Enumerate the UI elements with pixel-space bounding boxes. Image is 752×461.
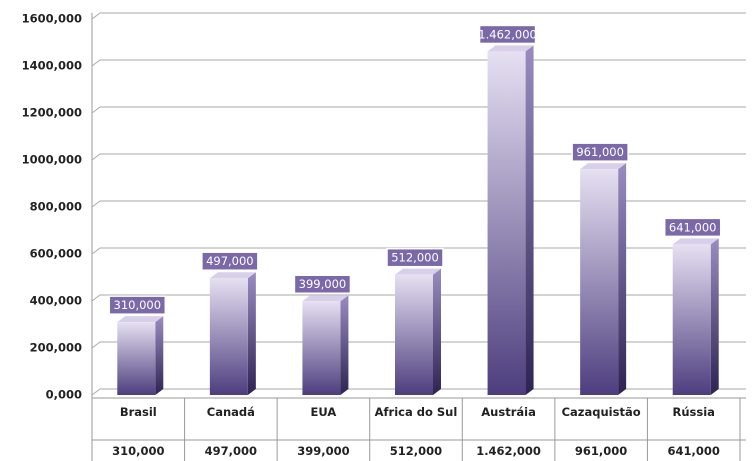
bar-front xyxy=(117,322,156,395)
y-tick-label: 400,000 xyxy=(30,294,82,308)
y-tick-label: 200,000 xyxy=(30,341,82,355)
bar-side xyxy=(155,316,164,395)
bar-side xyxy=(247,272,256,395)
bar-top xyxy=(395,268,441,275)
bar-front xyxy=(302,301,341,395)
bar-top xyxy=(117,316,164,323)
bar-side xyxy=(340,295,349,395)
data-label: 961,000 xyxy=(576,145,624,159)
table-cell: 512,000 xyxy=(389,444,443,458)
data-label-box xyxy=(386,247,444,268)
table-cell: 399,000 xyxy=(297,444,350,458)
bar-top xyxy=(302,295,349,302)
bar xyxy=(302,295,349,395)
table-cell: Africa do Sul xyxy=(374,405,458,419)
table-cell: Brasil xyxy=(119,405,157,419)
bar-front xyxy=(209,278,248,395)
table-cell: Austráia xyxy=(481,405,536,419)
bar-top xyxy=(580,163,627,170)
data-label: 310,000 xyxy=(114,298,162,312)
data-label: 399,000 xyxy=(299,277,347,291)
data-label-box xyxy=(663,217,722,238)
grid-line xyxy=(91,12,746,20)
bar xyxy=(395,268,441,395)
table-cell: 310,000 xyxy=(112,444,165,458)
table-cell: Canadá xyxy=(206,405,255,419)
bar-front xyxy=(580,169,619,395)
y-tick-label: 1600,000 xyxy=(22,12,82,26)
bar xyxy=(672,238,719,395)
bar-top xyxy=(672,238,719,245)
y-tick-label: 1000,000 xyxy=(22,153,82,167)
bar xyxy=(117,316,164,395)
y-tick-label: 0,000 xyxy=(46,388,82,402)
bar-front xyxy=(395,274,433,395)
y-tick-label: 600,000 xyxy=(30,247,82,261)
bar-front xyxy=(672,244,711,395)
bar-front xyxy=(487,51,526,396)
data-label-box xyxy=(478,24,537,45)
data-label-box xyxy=(293,274,352,294)
grid-line xyxy=(91,153,746,161)
bar-side xyxy=(433,268,441,395)
y-tick-label: 1400,000 xyxy=(22,59,82,73)
bar-top xyxy=(209,272,256,279)
bar xyxy=(487,45,534,396)
table-cell: 1.462,000 xyxy=(476,444,541,458)
table-cell: 961,000 xyxy=(574,444,628,458)
data-label: 641,000 xyxy=(669,220,717,234)
data-label-box xyxy=(108,295,167,315)
bar-side xyxy=(710,238,719,395)
bar-top xyxy=(487,45,534,52)
data-label-box xyxy=(571,142,629,162)
bar xyxy=(580,163,627,395)
grid-line xyxy=(91,106,746,114)
table-cell: Cazaquistão xyxy=(561,405,641,419)
table-cell: 497,000 xyxy=(204,444,258,458)
data-label: 1.462,000 xyxy=(478,27,537,41)
grid-line xyxy=(91,59,746,67)
data-label: 512,000 xyxy=(391,251,439,265)
y-tick-label: 800,000 xyxy=(30,200,82,214)
data-label: 497,000 xyxy=(206,254,254,268)
data-label-box xyxy=(201,251,259,271)
grid-line xyxy=(91,200,746,208)
table-cell: Rússia xyxy=(672,405,715,419)
table-cell: EUA xyxy=(310,405,337,419)
table-cell: 641,000 xyxy=(667,444,720,458)
y-tick-label: 1200,000 xyxy=(22,106,82,120)
bar-side xyxy=(525,45,534,396)
bar xyxy=(209,272,256,395)
bar-side xyxy=(618,163,627,395)
